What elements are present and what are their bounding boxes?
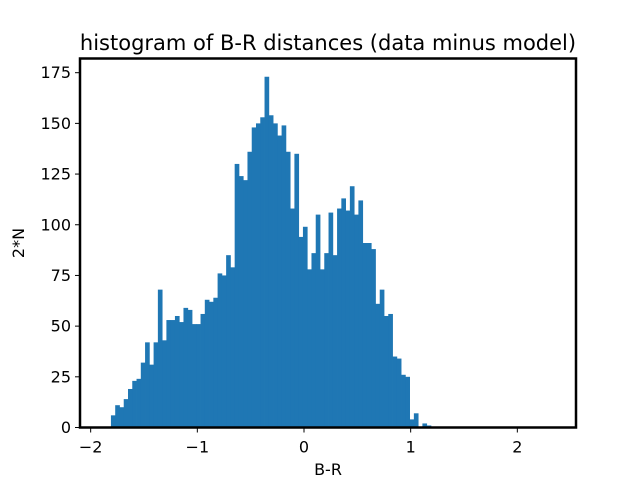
histogram-bar [234, 163, 240, 428]
histogram-bar [260, 117, 265, 428]
histogram-bar [166, 320, 172, 428]
y-axis-label: 2*N [9, 228, 28, 258]
histogram-bar [204, 299, 210, 428]
histogram-bar [251, 127, 257, 428]
histogram-bar [328, 212, 334, 428]
y-tick-label: 175 [40, 63, 71, 82]
histogram-bar [311, 253, 317, 428]
histogram-bar [345, 210, 351, 428]
histogram-bar [405, 376, 410, 428]
y-tick-label: 150 [40, 114, 71, 133]
histogram-bar [388, 313, 393, 428]
histogram-bar [115, 405, 120, 428]
histogram-bar [354, 214, 359, 428]
histogram-bar [226, 255, 231, 428]
histogram-bar [298, 236, 304, 428]
x-axis-label: B-R [314, 460, 342, 479]
histogram-bar [196, 324, 201, 428]
histogram-bar [366, 243, 372, 428]
histogram-bar [179, 322, 184, 428]
x-tick-label: −2 [79, 438, 103, 457]
y-tick-label: 125 [40, 165, 71, 184]
histogram-bar [341, 198, 346, 428]
histogram-bar [119, 407, 125, 428]
histogram-bar [401, 374, 406, 428]
histogram-bar [379, 289, 385, 428]
histogram-bar [337, 208, 342, 428]
histogram-bar [256, 123, 261, 428]
x-tick-label: 1 [406, 438, 416, 457]
histogram-bar [273, 123, 278, 428]
histogram-bar [362, 243, 368, 428]
histogram-bar [302, 226, 308, 428]
histogram-bar [145, 342, 150, 428]
histogram-bar [221, 275, 227, 428]
y-tick-label: 75 [51, 266, 71, 285]
histogram-bar [332, 255, 338, 428]
histogram-bar [375, 303, 381, 428]
histogram-bar [162, 340, 167, 428]
histogram-bar [136, 378, 142, 428]
histogram-bar [413, 413, 419, 428]
histogram-bar [243, 180, 248, 428]
histogram-bar [230, 267, 236, 428]
histogram-bar [358, 200, 364, 428]
histogram-bar [294, 153, 300, 428]
histogram-bar [238, 176, 244, 428]
y-tick-label: 50 [51, 317, 71, 336]
histogram-bar [192, 324, 197, 428]
histogram-bar [174, 315, 180, 428]
histogram-bar [264, 76, 270, 428]
histogram-bar [281, 125, 287, 428]
x-tick-label: 2 [512, 438, 522, 457]
y-tick-label: 25 [51, 367, 71, 386]
plot-frame [78, 57, 578, 429]
chart-title: histogram of B-R distances (data minus m… [80, 31, 576, 55]
histogram-bar [123, 399, 129, 428]
histogram-bar [110, 415, 116, 428]
histogram-bar [247, 151, 253, 428]
histogram-bar [183, 307, 189, 428]
y-tick-label: 0 [61, 418, 71, 437]
histogram-bar [187, 309, 193, 428]
x-tick-label: 0 [299, 438, 309, 457]
bars-group [110, 76, 432, 428]
histogram-bar [268, 115, 274, 428]
histogram-bar [128, 388, 133, 428]
histogram-bar [209, 301, 214, 428]
histogram-bar [409, 419, 415, 428]
histogram-bar [324, 253, 329, 428]
y-tick-label: 100 [40, 215, 71, 234]
histogram-bar [132, 380, 137, 428]
histogram-bar [392, 356, 398, 428]
histogram-bar [384, 315, 389, 428]
histogram-bar [290, 208, 295, 428]
x-tick-label: −1 [186, 438, 210, 457]
histogram-bar [153, 342, 159, 428]
histogram-bar [140, 362, 146, 428]
histogram-bar [371, 249, 376, 428]
histogram-bar [149, 364, 154, 428]
histogram-bar [157, 289, 163, 428]
histogram-bar [315, 214, 321, 428]
histogram-bar [170, 320, 176, 428]
histogram-bar [349, 186, 355, 428]
histogram-bar [277, 135, 282, 428]
histogram-bar [320, 269, 325, 428]
histogram-bar [422, 423, 428, 428]
x-axis-ticks: −2 −1 0 1 2 [79, 427, 522, 457]
histogram-bar [307, 269, 312, 428]
histogram-bar [200, 313, 206, 428]
y-axis-ticks: 0 25 50 75 100 125 150 175 [40, 63, 80, 437]
histogram-bar [285, 151, 291, 428]
histogram-bar [217, 273, 223, 428]
histogram-bar [213, 297, 218, 428]
histogram-bar [396, 358, 402, 428]
